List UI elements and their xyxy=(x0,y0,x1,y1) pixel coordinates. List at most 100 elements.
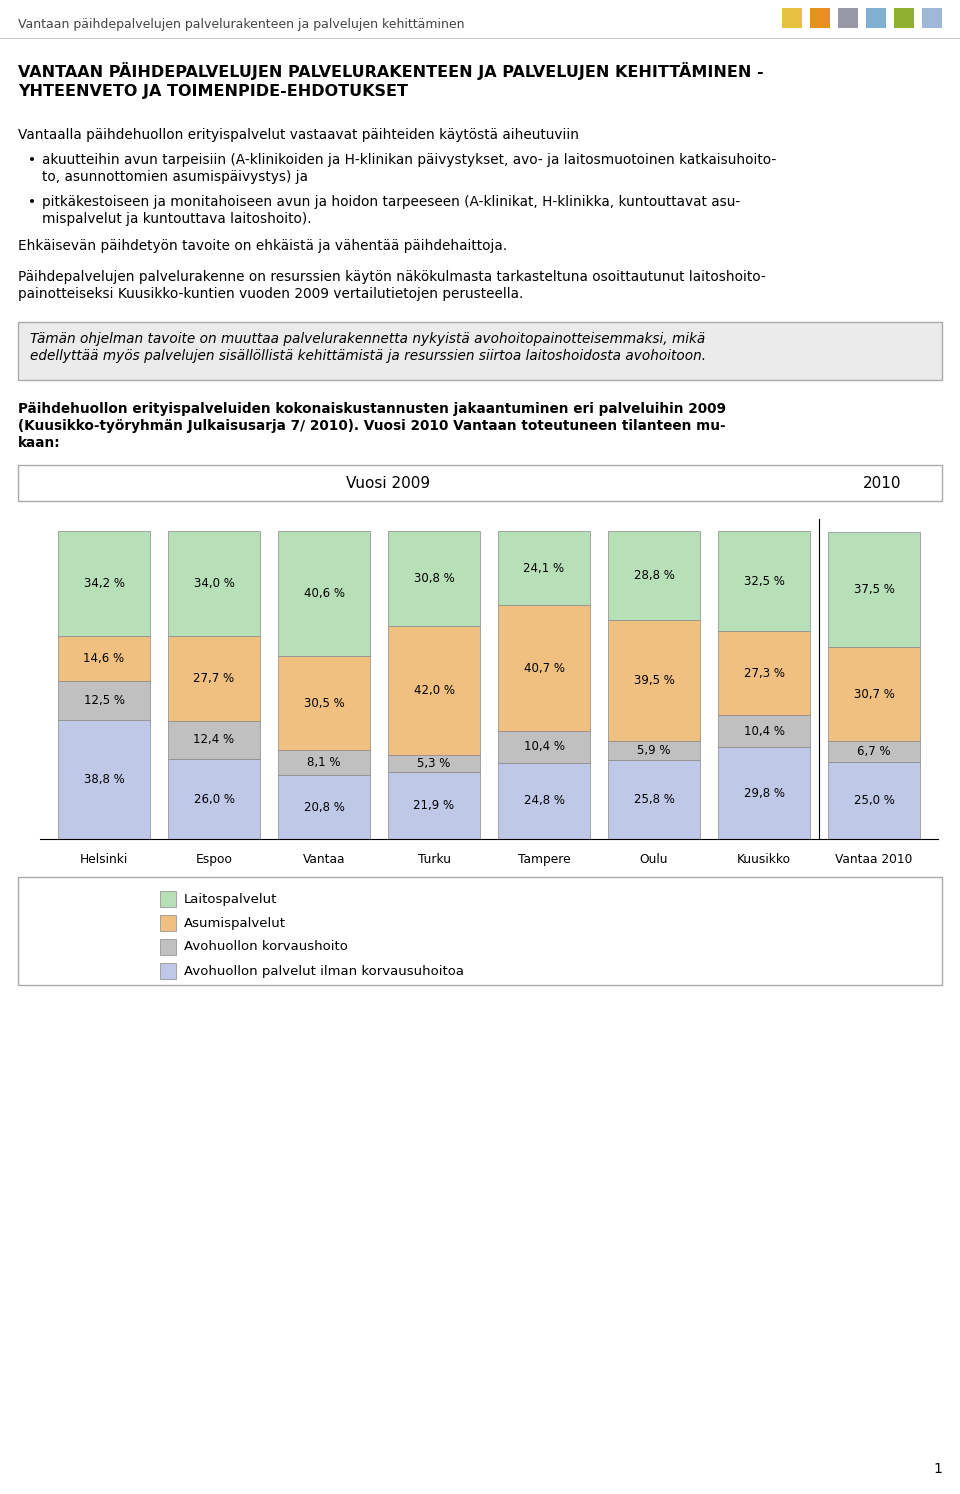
Bar xyxy=(828,647,920,741)
Text: 42,0 %: 42,0 % xyxy=(414,684,454,698)
Text: Oulu: Oulu xyxy=(639,853,668,867)
Text: Vantaa: Vantaa xyxy=(302,853,346,867)
Text: 8,1 %: 8,1 % xyxy=(307,756,341,769)
Text: 14,6 %: 14,6 % xyxy=(84,653,125,665)
Text: 39,5 %: 39,5 % xyxy=(634,674,675,687)
Bar xyxy=(18,877,942,985)
Text: 1: 1 xyxy=(933,1463,942,1476)
Bar xyxy=(922,7,942,28)
Text: •: • xyxy=(28,152,36,167)
Text: 30,8 %: 30,8 % xyxy=(414,572,454,586)
Text: pitkäkestoiseen ja monitahoiseen avun ja hoidon tarpeeseen (A-klinikat, H-klinik: pitkäkestoiseen ja monitahoiseen avun ja… xyxy=(42,196,740,209)
Bar xyxy=(608,741,700,759)
Text: Avohuollon korvaushoito: Avohuollon korvaushoito xyxy=(184,941,348,953)
Text: Laitospalvelut: Laitospalvelut xyxy=(184,892,277,905)
Bar xyxy=(168,635,260,720)
Text: Päihdepalvelujen palvelurakenne on resurssien käytön näkökulmasta tarkasteltuna : Päihdepalvelujen palvelurakenne on resur… xyxy=(18,270,766,284)
Bar xyxy=(160,914,176,931)
Text: Tämän ohjelman tavoite on muuttaa palvelurakennetta nykyistä avohoitopainotteise: Tämän ohjelman tavoite on muuttaa palvel… xyxy=(30,332,706,347)
Text: YHTEENVETO JA TOIMENPIDE-EHDOTUKSET: YHTEENVETO JA TOIMENPIDE-EHDOTUKSET xyxy=(18,84,408,99)
Text: Päihdehuollon erityispalveluiden kokonaiskustannusten jakaantuminen eri palvelui: Päihdehuollon erityispalveluiden kokonai… xyxy=(18,402,726,415)
Text: Vantaa 2010: Vantaa 2010 xyxy=(835,853,913,867)
Bar xyxy=(278,532,370,656)
Text: Helsinki: Helsinki xyxy=(80,853,128,867)
Text: 20,8 %: 20,8 % xyxy=(303,801,345,814)
Text: 32,5 %: 32,5 % xyxy=(744,575,784,587)
Text: 25,0 %: 25,0 % xyxy=(853,793,895,807)
Bar xyxy=(828,741,920,762)
Text: 29,8 %: 29,8 % xyxy=(743,787,784,799)
Bar xyxy=(160,890,176,907)
Text: akuutteihin avun tarpeisiin (A-klinikoiden ja H-klinikan päivystykset, avo- ja l: akuutteihin avun tarpeisiin (A-klinikoid… xyxy=(42,152,777,167)
Bar xyxy=(782,7,802,28)
Bar xyxy=(388,626,480,756)
Text: 12,5 %: 12,5 % xyxy=(84,693,125,707)
Text: 26,0 %: 26,0 % xyxy=(194,792,234,805)
Text: 2010: 2010 xyxy=(863,475,901,490)
Bar xyxy=(718,632,810,716)
Text: Vuosi 2009: Vuosi 2009 xyxy=(346,475,430,490)
Bar xyxy=(718,532,810,632)
Bar xyxy=(160,940,176,955)
Bar xyxy=(58,720,150,840)
Bar xyxy=(58,681,150,720)
Bar xyxy=(58,636,150,681)
Text: 27,7 %: 27,7 % xyxy=(193,672,234,684)
Bar xyxy=(168,530,260,635)
Text: Vantaan päihdepalvelujen palvelurakenteen ja palvelujen kehittäminen: Vantaan päihdepalvelujen palvelurakentee… xyxy=(18,18,465,31)
Text: VANTAAN PÄIHDEPALVELUJEN PALVELURAKENTEEN JA PALVELUJEN KEHITTÄMINEN -: VANTAAN PÄIHDEPALVELUJEN PALVELURAKENTEE… xyxy=(18,61,763,81)
Bar xyxy=(838,7,858,28)
Bar xyxy=(498,731,590,763)
Text: painotteiseksi Kuusikko-kuntien vuoden 2009 vertailutietojen perusteella.: painotteiseksi Kuusikko-kuntien vuoden 2… xyxy=(18,287,523,300)
Text: Espoo: Espoo xyxy=(196,853,232,867)
Text: 30,7 %: 30,7 % xyxy=(853,687,895,701)
Text: 30,5 %: 30,5 % xyxy=(303,696,345,710)
Bar xyxy=(18,465,942,500)
Text: 40,6 %: 40,6 % xyxy=(303,587,345,601)
Bar xyxy=(498,605,590,731)
Text: Tampere: Tampere xyxy=(517,853,570,867)
Text: 12,4 %: 12,4 % xyxy=(193,734,234,747)
Text: Ehkäisevän päihdetyön tavoite on ehkäistä ja vähentää päihdehaittoja.: Ehkäisevän päihdetyön tavoite on ehkäist… xyxy=(18,239,507,252)
Text: 5,3 %: 5,3 % xyxy=(418,757,450,769)
Bar xyxy=(278,775,370,840)
Bar xyxy=(160,964,176,979)
Bar xyxy=(168,759,260,840)
Text: •: • xyxy=(28,196,36,209)
Text: 10,4 %: 10,4 % xyxy=(523,740,564,753)
Bar xyxy=(828,762,920,840)
Text: 28,8 %: 28,8 % xyxy=(634,569,675,583)
Text: 34,0 %: 34,0 % xyxy=(194,577,234,590)
Text: Asumispalvelut: Asumispalvelut xyxy=(184,916,286,929)
Bar xyxy=(278,656,370,750)
Text: 6,7 %: 6,7 % xyxy=(857,746,891,759)
Bar xyxy=(18,323,942,379)
Bar xyxy=(58,530,150,636)
Text: 10,4 %: 10,4 % xyxy=(743,725,784,738)
Text: 27,3 %: 27,3 % xyxy=(743,666,784,680)
Bar xyxy=(718,747,810,840)
Text: Turku: Turku xyxy=(418,853,450,867)
Bar xyxy=(388,756,480,771)
Bar xyxy=(388,771,480,840)
Text: 25,8 %: 25,8 % xyxy=(634,793,675,805)
Bar xyxy=(498,763,590,840)
Bar xyxy=(168,720,260,759)
Text: Avohuollon palvelut ilman korvausuhoitoa: Avohuollon palvelut ilman korvausuhoitoa xyxy=(184,965,464,977)
Text: (Kuusikko-työryhmän Julkaisusarja 7/ 2010). Vuosi 2010 Vantaan toteutuneen tilan: (Kuusikko-työryhmän Julkaisusarja 7/ 201… xyxy=(18,418,726,433)
Bar xyxy=(388,532,480,626)
Text: mispalvelut ja kuntouttava laitoshoito).: mispalvelut ja kuntouttava laitoshoito). xyxy=(42,212,312,226)
Text: 37,5 %: 37,5 % xyxy=(853,583,895,596)
Text: 38,8 %: 38,8 % xyxy=(84,772,125,786)
Text: 21,9 %: 21,9 % xyxy=(414,799,455,811)
Bar xyxy=(894,7,914,28)
Text: 34,2 %: 34,2 % xyxy=(84,577,125,590)
Bar xyxy=(810,7,830,28)
Text: 24,8 %: 24,8 % xyxy=(523,795,564,807)
Bar xyxy=(718,716,810,747)
Text: edellyttää myös palvelujen sisällöllistä kehittämistä ja resurssien siirtoa lait: edellyttää myös palvelujen sisällöllistä… xyxy=(30,350,707,363)
Bar xyxy=(608,620,700,741)
Text: kaan:: kaan: xyxy=(18,436,60,450)
Text: 24,1 %: 24,1 % xyxy=(523,562,564,575)
Bar xyxy=(828,532,920,647)
